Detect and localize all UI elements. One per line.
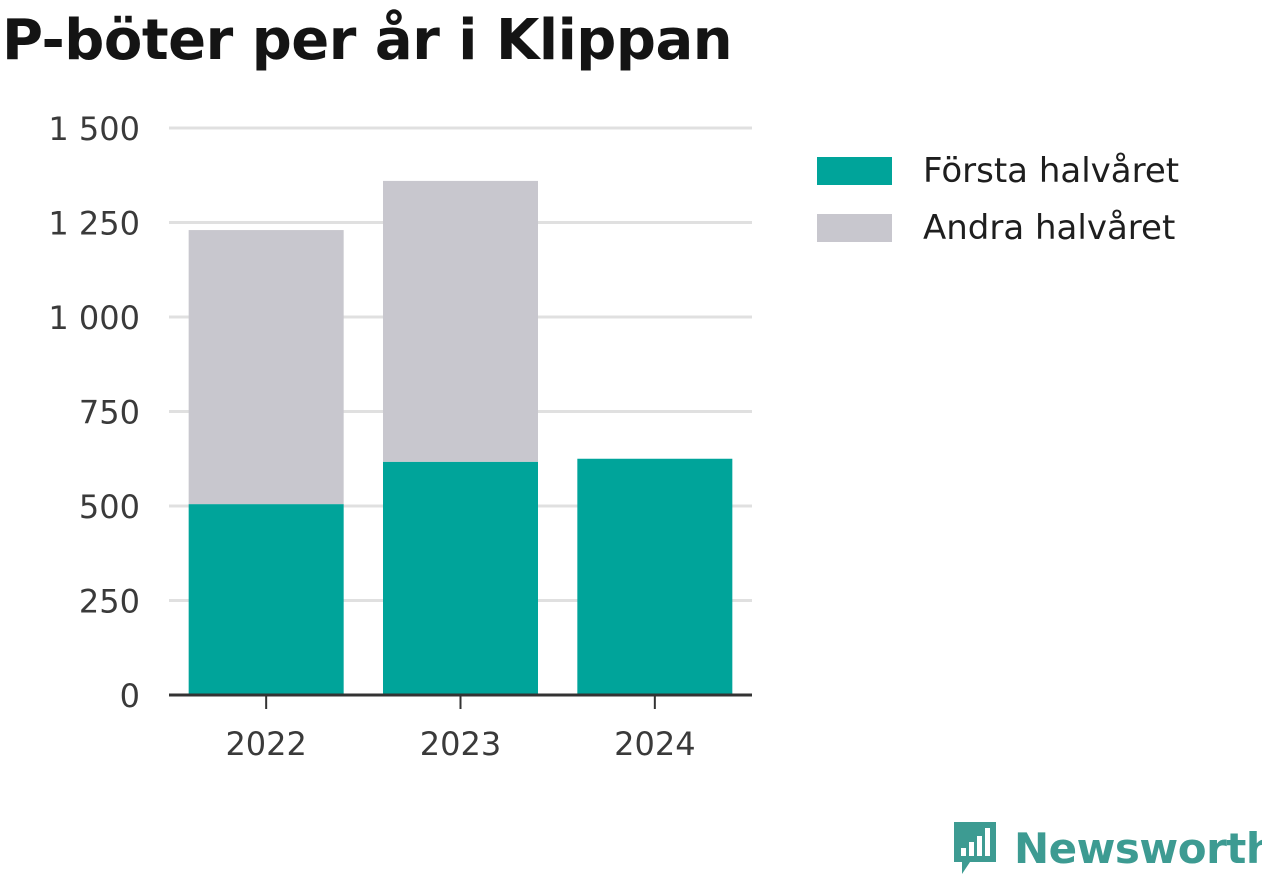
legend-label-first-half: Första halvåret	[923, 150, 1180, 191]
legend-swatch-second-half	[817, 213, 892, 242]
bar-2023-second-half	[383, 180, 538, 462]
legend-swatch-first-half	[817, 156, 892, 185]
x-tick-label: 2022	[225, 725, 306, 763]
chart-title: P-böter per år i Klippan	[2, 8, 733, 73]
bar-2022-first-half	[188, 504, 344, 695]
newsworthy-logo: Newsworthy	[950, 818, 1262, 878]
brand-name: Newsworthy	[1014, 823, 1262, 873]
y-tick-label: 1 000	[48, 299, 140, 337]
y-tick-label: 500	[79, 488, 140, 526]
newsworthy-chart-icon	[954, 822, 996, 874]
y-tick-label: 750	[79, 394, 140, 432]
bar-2023-first-half	[383, 461, 538, 695]
legend-item-second-half: Andra halvåret	[817, 199, 1179, 256]
bar-2022-second-half	[188, 230, 344, 505]
y-tick-label: 0	[120, 677, 140, 715]
legend: Första halvåret Andra halvåret	[817, 142, 1179, 256]
y-axis-ticks: 0 250 500 750 1 000 1 250 1 500	[48, 110, 140, 715]
bars	[188, 180, 733, 695]
y-tick-label: 1 250	[48, 205, 140, 243]
legend-item-first-half: Första halvåret	[817, 142, 1179, 199]
x-axis-ticks: 2022 2023 2024	[225, 695, 696, 763]
x-tick-label: 2023	[420, 725, 501, 763]
bar-2024-first-half	[577, 458, 733, 695]
x-tick-label: 2024	[614, 725, 695, 763]
y-tick-label: 1 500	[48, 110, 140, 148]
legend-label-second-half: Andra halvåret	[923, 207, 1176, 248]
y-tick-label: 250	[79, 583, 140, 621]
